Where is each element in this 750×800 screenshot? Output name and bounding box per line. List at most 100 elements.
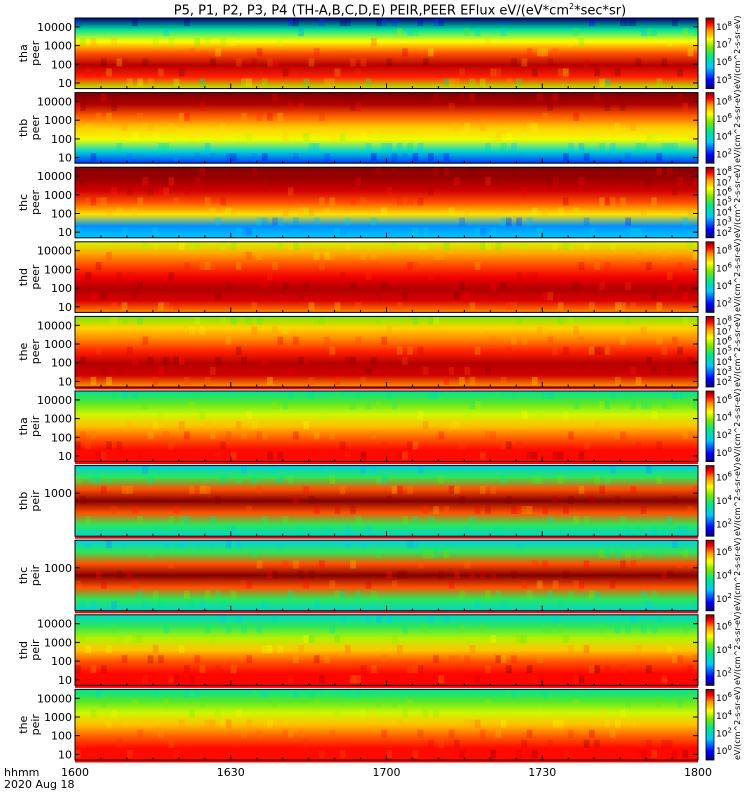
spectrogram-texture: [80, 739, 86, 748]
spectrogram-texture: [516, 634, 522, 644]
spectrogram-texture: [516, 505, 522, 515]
spectrogram-texture: [189, 485, 195, 494]
spectrogram-texture: [163, 302, 169, 311]
colorbar-tick-label: 106: [716, 55, 732, 68]
spectrogram-texture: [220, 719, 227, 728]
spectrogram-texture: [640, 143, 647, 152]
spectrogram-texture: [588, 590, 595, 599]
spectrogram-texture: [132, 292, 138, 301]
spectrogram-texture: [329, 580, 336, 589]
spectrogram-texture: [583, 153, 590, 162]
y-tick-label: 10000: [37, 319, 72, 332]
spectrogram-texture: [469, 401, 476, 410]
spectrogram-texture: [479, 485, 486, 494]
spectrogram-texture: [635, 143, 642, 152]
spectrogram-texture: [505, 665, 512, 674]
spectrogram-texture: [687, 689, 694, 698]
colorbar-unit-label: eV/(cm^2-s-sr-eV): [733, 537, 742, 611]
spectrogram-texture: [293, 431, 299, 440]
data-gap-stripe: [75, 685, 698, 688]
spectrogram-texture: [121, 302, 128, 311]
spectrogram-texture: [142, 401, 149, 410]
spectrogram-texture: [531, 122, 538, 131]
spectrogram-texture: [542, 48, 548, 57]
spectrogram-texture: [547, 739, 554, 748]
spectrogram-texture: [635, 749, 642, 758]
spectrogram-texture: [272, 699, 278, 708]
spectrogram-texture: [583, 241, 590, 250]
spectrogram-texture: [682, 217, 689, 226]
spectrogram-texture: [640, 624, 647, 633]
spectrogram-texture: [448, 102, 455, 111]
spectrogram-texture: [251, 689, 258, 698]
spectrogram-texture: [386, 495, 393, 504]
spectrogram-texture: [298, 729, 304, 738]
spectrogram-texture: [495, 391, 502, 400]
spectrogram-texture: [443, 550, 450, 559]
spectrogram-texture: [464, 28, 471, 37]
spectrogram-texture: [178, 68, 185, 77]
spectrogram-texture: [339, 272, 346, 281]
spectrogram-texture: [313, 316, 320, 325]
spectrogram-texture: [303, 634, 310, 644]
spectrogram-texture: [635, 58, 642, 67]
spectrogram-texture: [443, 749, 450, 758]
spectrogram-texture: [448, 485, 455, 494]
spectrogram-texture: [500, 719, 507, 728]
spectrogram-texture: [443, 376, 450, 385]
spectrogram-texture: [557, 719, 564, 728]
spectrogram-texture: [220, 441, 227, 450]
spectrogram-texture: [687, 207, 694, 216]
spectrogram-texture: [339, 441, 346, 450]
spectrogram-texture: [433, 316, 439, 325]
spectrogram-texture: [376, 18, 382, 27]
spectrogram-texture: [537, 580, 543, 589]
spectrogram-texture: [184, 376, 190, 385]
spectrogram-texture: [225, 526, 232, 535]
spectrogram-texture: [152, 227, 159, 236]
spectrogram-texture: [485, 665, 491, 674]
spectrogram-texture: [163, 699, 169, 708]
spectrogram-texture: [173, 505, 180, 515]
spectrogram-texture: [453, 78, 460, 87]
spectrogram-texture: [230, 451, 237, 460]
spectrogram-texture: [402, 451, 408, 460]
spectrogram-texture: [381, 600, 387, 609]
spectrogram-texture: [407, 261, 413, 271]
spectrogram-texture: [282, 207, 289, 216]
spectrogram-texture: [95, 261, 102, 271]
spectrogram-texture: [298, 28, 304, 37]
spectrogram-texture: [100, 58, 107, 67]
spectrogram-texture: [199, 326, 206, 335]
spectrogram-texture: [583, 645, 590, 654]
spectrogram-image: [75, 391, 698, 462]
spectrogram-texture: [344, 92, 351, 101]
spectrogram-texture: [396, 302, 403, 311]
spectrogram-texture: [687, 48, 694, 57]
spectrogram-texture: [85, 516, 92, 525]
spectrogram-texture: [235, 475, 242, 484]
spectrogram-texture: [189, 600, 195, 609]
spectrogram-texture: [490, 485, 497, 494]
spectrogram-texture: [396, 346, 403, 355]
spectrogram-texture: [464, 122, 471, 131]
spectrogram-texture: [339, 132, 346, 142]
spectrogram-texture: [95, 614, 102, 623]
spectrogram-texture: [251, 153, 258, 162]
spectrogram-texture: [557, 302, 564, 311]
spectrogram-texture: [500, 655, 507, 664]
spectrogram-texture: [568, 590, 574, 599]
spectrogram-texture: [635, 550, 642, 559]
spectrogram-texture: [215, 709, 221, 718]
spectrogram-texture: [220, 38, 227, 47]
spectrogram-texture: [656, 78, 663, 87]
spectrogram-texture: [495, 366, 502, 375]
spectrogram-texture: [251, 421, 258, 430]
spectrogram-texture: [313, 431, 320, 440]
spectrogram-texture: [106, 475, 112, 484]
spectrogram-texture: [526, 505, 533, 515]
spectrogram-texture: [106, 68, 112, 77]
spectrogram-texture: [215, 48, 221, 57]
spectrogram-texture: [542, 505, 548, 515]
spectrogram-texture: [225, 719, 232, 728]
